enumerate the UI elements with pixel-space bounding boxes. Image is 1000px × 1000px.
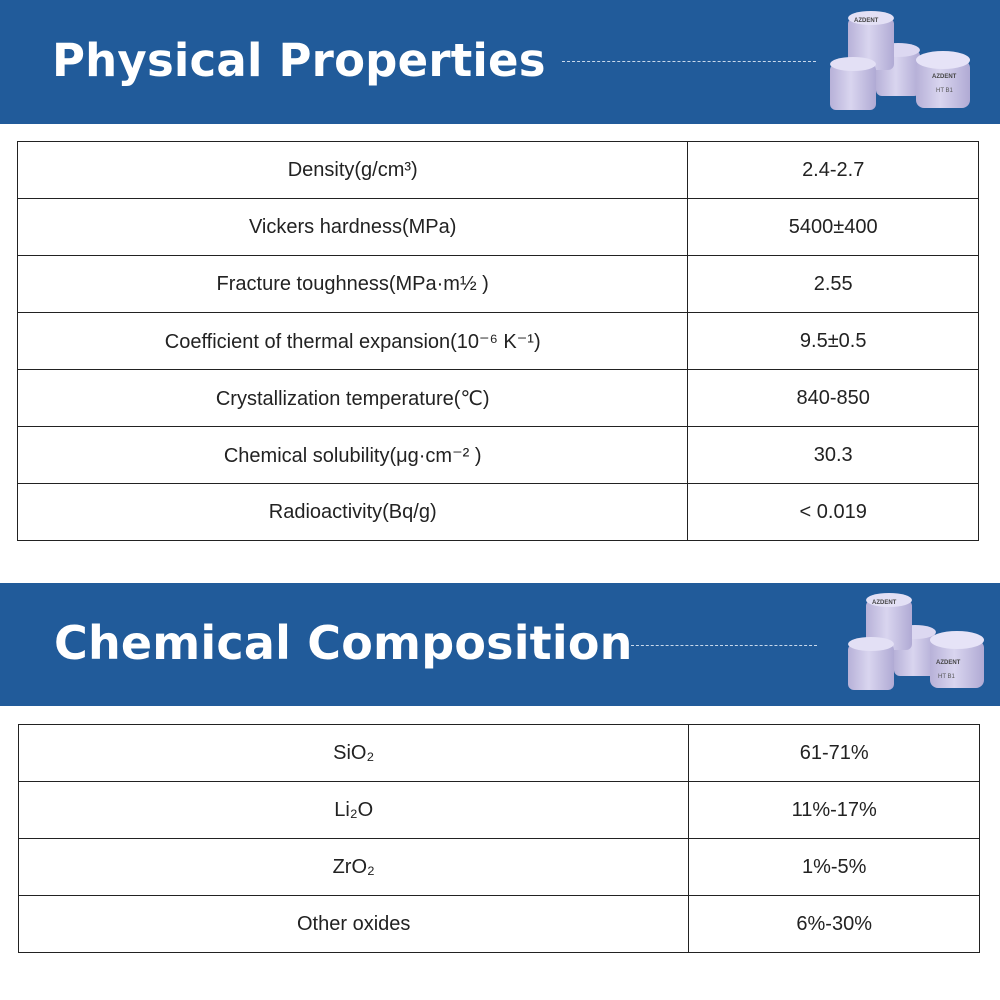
table-row: Other oxides 6%-30% [17,895,980,953]
table-row: Vickers hardness(MPa) 5400±400 [16,198,979,256]
chemical-composition-banner [0,583,1000,706]
property-name: Fracture toughness(MPa·m½ ) [16,255,689,313]
component-value: 11%-17% [688,781,980,839]
table-row: Coefficient of thermal expansion(10⁻⁶ K⁻… [16,312,979,370]
property-value: 30.3 [687,426,979,484]
table-row: Fracture toughness(MPa·m½ ) 2.55 [16,255,979,313]
property-name: Vickers hardness(MPa) [16,198,689,256]
table-row: Density(g/cm³) 2.4-2.7 [16,141,979,199]
banner-dotted-line [631,645,817,646]
property-value: 840-850 [687,369,979,427]
property-value: 2.4-2.7 [687,141,979,199]
property-value: 9.5±0.5 [687,312,979,370]
property-value: 2.55 [687,255,979,313]
property-name: Coefficient of thermal expansion(10⁻⁶ K⁻… [16,312,689,370]
component-name: SiO₂ [17,724,690,782]
ceramic-blocks-image: AZDENT AZDENT HT B1 [830,11,970,110]
component-name: Other oxides [17,895,690,953]
table-row: Chemical solubility(μg·cm⁻² ) 30.3 [16,426,979,484]
property-name: Radioactivity(Bq/g) [16,483,689,541]
physical-properties-title: Physical Properties [52,34,546,87]
component-name: ZrO₂ [17,838,690,896]
component-name: Li₂O [17,781,690,839]
puck-brand-label-2: AZDENT [936,660,961,666]
property-name: Chemical solubility(μg·cm⁻² ) [16,426,689,484]
property-value: 5400±400 [687,198,979,256]
table-row: ZrO₂ 1%-5% [17,838,980,896]
puck-shade-label: HT B1 [936,88,954,94]
puck-brand-label-2: AZDENT [932,74,957,80]
property-name: Crystallization temperature(℃) [16,369,689,427]
table-row: Li₂O 11%-17% [17,781,980,839]
component-value: 6%-30% [688,895,980,953]
chemical-composition-title: Chemical Composition [54,616,633,670]
component-value: 61-71% [688,724,980,782]
property-name: Density(g/cm³) [16,141,689,199]
puck-shade-label: HT B1 [938,674,956,680]
puck-brand-label: AZDENT [854,18,879,24]
puck-brand-label: AZDENT [872,600,897,606]
property-value: < 0.019 [687,483,979,541]
table-row: SiO₂ 61-71% [17,724,980,782]
table-row: Radioactivity(Bq/g) < 0.019 [16,483,979,541]
table-row: Crystallization temperature(℃) 840-850 [16,369,979,427]
chemical-composition-table: SiO₂ 61-71% Li₂O 11%-17% ZrO₂ 1%-5% Othe… [17,724,980,953]
physical-properties-table: Density(g/cm³) 2.4-2.7 Vickers hardness(… [16,141,979,541]
banner-dotted-line [562,61,816,62]
ceramic-blocks-image: AZDENT AZDENT HT B1 [848,593,984,690]
component-value: 1%-5% [688,838,980,896]
